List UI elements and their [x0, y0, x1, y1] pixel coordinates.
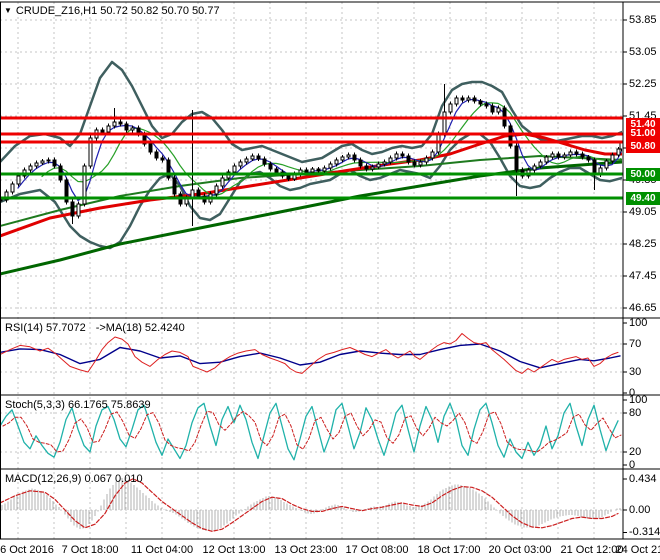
level-lines: [0, 116, 623, 200]
price-tick-label: 53.05: [629, 46, 657, 58]
price-tick-label: 47.45: [629, 270, 657, 282]
macd-label: MACD(12,26,9) 0.067 0.010: [5, 473, 143, 485]
price-tick-label: 53.85: [629, 14, 657, 26]
macd-tick-label: -0.314: [629, 526, 660, 539]
price-level-badge: 51.00: [626, 127, 660, 140]
time-axis-label: 17 Oct 08:00: [345, 544, 409, 556]
macd-panel: [1, 478, 621, 532]
rsi-tick-label: 70: [629, 338, 642, 350]
chart-title: ▼ CRUDE_Z16,H1 50.72 50.82 50.70 50.77: [4, 5, 220, 17]
symbol-timeframe-label: CRUDE_Z16,H1: [15, 5, 98, 17]
time-axis-label: 21 Oct 12:00: [560, 544, 624, 556]
time-axis-label: 18 Oct 17:00: [417, 544, 481, 556]
time-axis-label: 13 Oct 23:00: [274, 544, 338, 556]
rsi-tick-label: 100: [629, 317, 648, 329]
price-panel: [1, 60, 622, 276]
stoch-tick-label: 0: [629, 459, 636, 471]
time-axis-label: 12 Oct 13:00: [202, 544, 266, 556]
rsi-indicator-header: RSI(14) 57.7072 ->MA(18) 52.4240: [5, 322, 185, 334]
stoch-tick-label: 100: [629, 394, 648, 406]
price-level-badge: 49.40: [626, 192, 660, 205]
time-axis-label: 11 Oct 04:00: [130, 544, 194, 556]
price-level-badge: 50.00: [626, 168, 660, 181]
macd-indicator-header: MACD(12,26,9) 0.067 0.010: [5, 473, 143, 485]
stoch-panel: [1, 402, 622, 461]
macd-tick-label: 0.434: [629, 473, 657, 486]
stoch-tick-label: 20: [629, 446, 642, 458]
price-tick-label: 46.65: [629, 302, 657, 314]
rsi-tick-label: 30: [629, 366, 642, 378]
symbol-dropdown-icon[interactable]: ▼: [4, 6, 12, 15]
rsi-tick-label: 0: [629, 387, 636, 399]
rsi-ma-label: ->MA(18) 52.4240: [95, 322, 185, 334]
price-tick-label: 52.25: [629, 78, 657, 90]
stoch-indicator-header: Stoch(5,3,3) 66.1765 75.8639: [5, 399, 151, 411]
rsi-label: RSI(14) 57.7072: [5, 322, 86, 334]
stoch-tick-label: 80: [629, 407, 642, 419]
macd-tick-label: 0.00: [629, 504, 651, 516]
ohlc-values: 50.72 50.82 50.70 50.77: [100, 5, 220, 17]
time-axis-label: 7 Oct 18:00: [61, 544, 119, 556]
time-axis-label: 24 Oct 21:00: [615, 544, 660, 556]
stoch-label: Stoch(5,3,3) 66.1765 75.8639: [5, 399, 151, 411]
rsi-panel: [1, 333, 621, 374]
time-axis-label: 20 Oct 03:00: [488, 544, 552, 556]
price-tick-label: 49.05: [629, 206, 657, 218]
time-axis-label: 6 Oct 2016: [0, 544, 54, 556]
grid-lines: [0, 2, 623, 539]
price-tick-label: 48.25: [629, 238, 657, 250]
panel-borders: [0, 1, 660, 540]
price-level-badge: 50.80: [626, 140, 660, 153]
